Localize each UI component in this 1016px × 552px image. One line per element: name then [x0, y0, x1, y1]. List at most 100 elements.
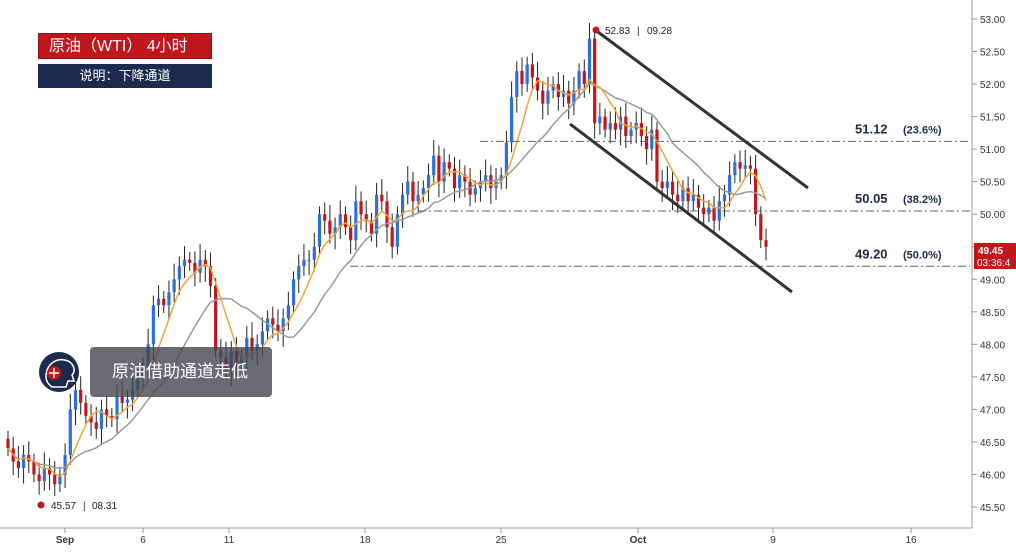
candle-body	[354, 201, 358, 241]
candle-body	[364, 214, 368, 221]
candle-body	[188, 259, 192, 263]
candle-body	[99, 409, 104, 429]
candle-body	[650, 129, 654, 150]
low-marker-separator: |	[83, 501, 86, 512]
candle-body	[390, 227, 394, 247]
low-marker-dot	[37, 501, 45, 509]
candle-body	[16, 461, 20, 468]
candle-body	[676, 194, 680, 202]
candle-body	[400, 194, 405, 215]
y-axis: 53.0052.5052.0051.5051.0050.5050.0049.50…	[971, 0, 1016, 528]
x-tick-label: Oct	[630, 535, 647, 546]
candle-body	[172, 279, 176, 293]
y-tick-label: 50.00	[980, 210, 1005, 221]
fib-level-price: 49.20	[855, 246, 888, 261]
candle-body	[6, 438, 10, 449]
candle-body	[681, 188, 685, 202]
candle-body	[510, 97, 514, 143]
fib-level-percent: (38.2%)	[903, 194, 942, 206]
high-marker-separator: |	[637, 26, 640, 37]
candle-body	[561, 90, 566, 98]
candle-body	[613, 123, 618, 130]
y-tick-label: 48.50	[980, 308, 1005, 319]
candle-body	[359, 201, 363, 215]
candle-body	[759, 214, 763, 241]
candle-body	[110, 415, 114, 420]
y-tick-label: 53.00	[980, 15, 1005, 26]
candle-body	[338, 214, 342, 228]
candle-body	[696, 194, 701, 208]
candle-body	[21, 454, 26, 468]
candle-body	[177, 266, 181, 280]
candle-body	[328, 220, 332, 234]
current-price-box	[974, 242, 1016, 256]
candle-body	[722, 194, 727, 202]
candle-body	[151, 305, 155, 345]
candle-body	[94, 422, 98, 429]
candle-body	[655, 129, 659, 182]
candle-body	[712, 207, 716, 221]
candle-body	[437, 155, 441, 182]
y-tick-label: 52.00	[980, 80, 1005, 91]
candle-body	[603, 116, 607, 130]
y-tick-label: 52.50	[980, 48, 1005, 59]
candle-body	[764, 240, 768, 247]
candle-body	[156, 298, 161, 306]
candle-body	[307, 259, 311, 261]
candle-body	[193, 263, 197, 273]
candle-body	[598, 116, 602, 124]
candle-body	[452, 168, 457, 189]
fib-level-price: 50.05	[855, 191, 888, 206]
y-tick-label: 51.50	[980, 113, 1005, 124]
candle-body	[63, 454, 67, 475]
channel-upper-line	[597, 30, 809, 190]
y-tick-label: 49.00	[980, 275, 1005, 286]
candle-body	[286, 305, 290, 319]
candle-body	[203, 259, 207, 267]
candle-body	[58, 474, 62, 485]
x-tick-label: Sep	[56, 535, 74, 546]
y-tick-label: 47.50	[980, 373, 1005, 384]
candle-body	[276, 324, 280, 332]
candle-body	[608, 123, 612, 130]
candle-body	[520, 71, 524, 85]
y-tick-label: 46.50	[980, 438, 1005, 449]
candle-body	[302, 259, 306, 267]
candle-body	[395, 214, 399, 247]
x-tick-label: 18	[359, 535, 371, 546]
candle-body	[593, 38, 597, 124]
y-tick-label: 50.50	[980, 178, 1005, 189]
candle-body	[125, 399, 130, 403]
candle-body	[432, 155, 436, 176]
candle-body	[525, 64, 529, 85]
candle-body	[416, 194, 420, 202]
candle-body	[577, 71, 581, 91]
candle-body	[317, 214, 322, 247]
low-marker-price: 45.57	[51, 501, 76, 512]
candle-body	[743, 165, 747, 169]
candle-body	[515, 71, 519, 98]
candle-body	[323, 214, 327, 221]
candle-body	[717, 201, 721, 221]
candle-body	[84, 402, 88, 416]
countdown-value: 03:36:4	[977, 258, 1011, 269]
candle-body	[738, 162, 742, 169]
candle-body	[463, 175, 467, 182]
candle-body	[260, 331, 264, 345]
candle-body	[53, 474, 57, 485]
candle-body	[73, 389, 78, 410]
candle-body	[349, 227, 353, 241]
candle-body	[587, 38, 592, 85]
candle-body	[691, 194, 695, 202]
candle-body	[162, 298, 166, 306]
candle-body	[208, 266, 213, 286]
candle-body	[629, 129, 633, 137]
candle-body	[504, 142, 509, 176]
y-tick-label: 45.50	[980, 503, 1005, 514]
candle-body	[369, 220, 374, 234]
low-marker-time: 08.31	[92, 501, 117, 512]
countdown-box	[974, 255, 1016, 269]
high-marker-price: 52.83	[605, 26, 630, 37]
candles-layer	[6, 22, 768, 496]
